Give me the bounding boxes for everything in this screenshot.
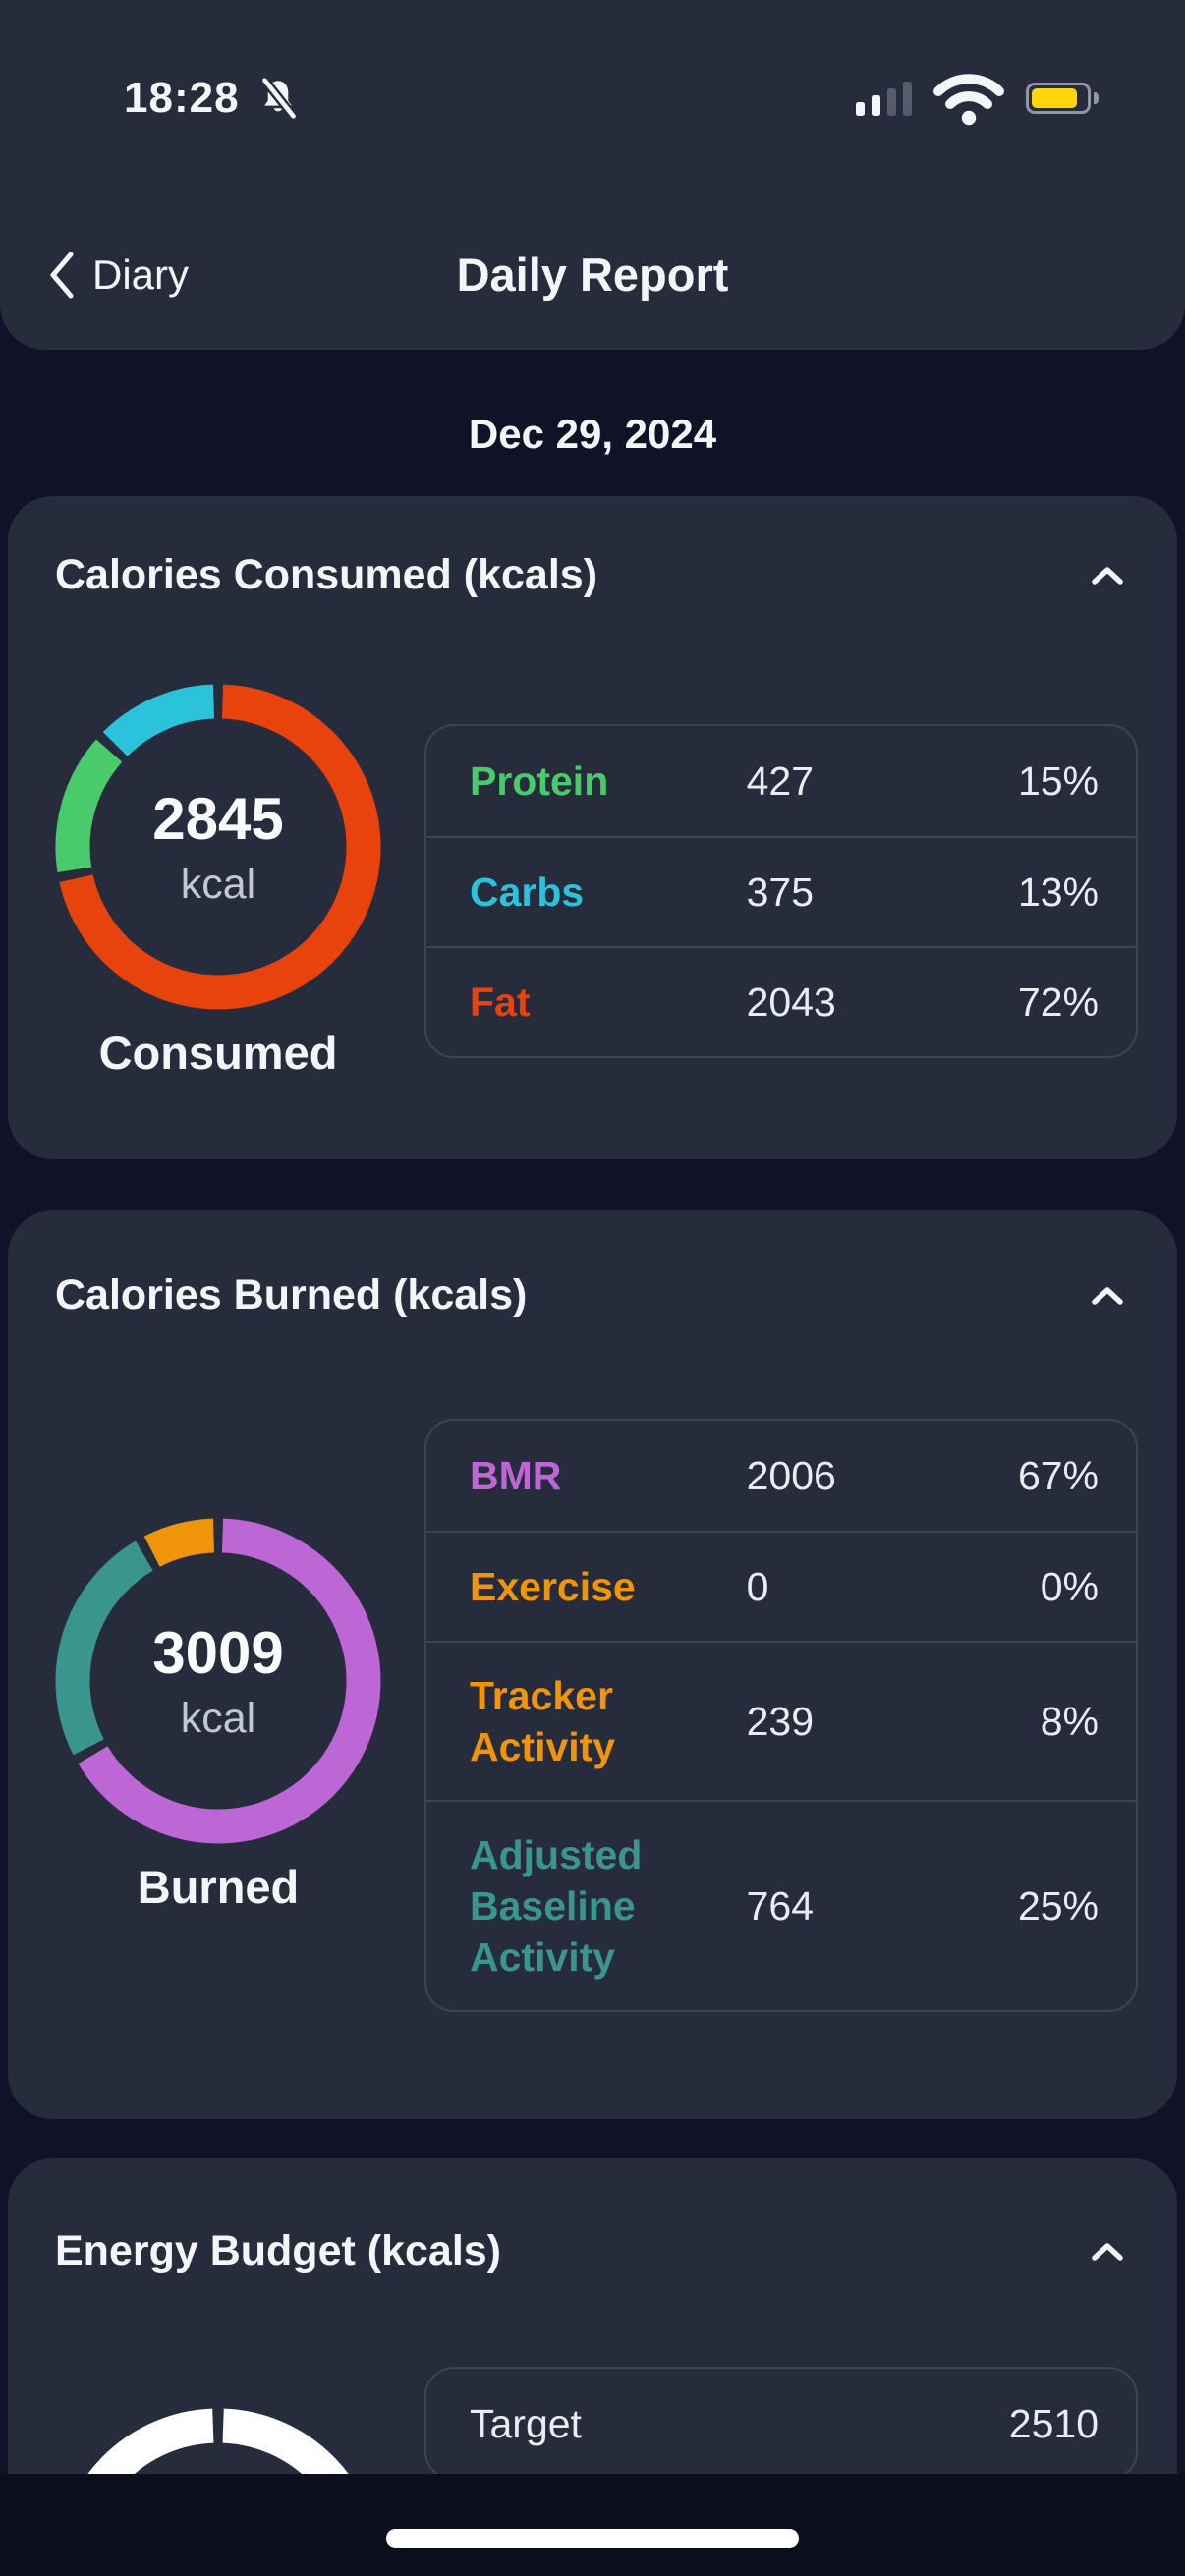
consumed-donut-column: 2845 kcal Consumed [29,680,407,1080]
notifications-muted-icon [258,76,299,121]
row-value-protein: 427 [746,757,815,804]
card-header-burned[interactable]: Calories Burned (kcals) [8,1210,1177,1319]
row-value-tracker-activity: 239 [746,1698,815,1744]
table-row-adjusted-baseline-activity: Adjusted Baseline Activity 764 25% [426,1800,1136,2010]
burned-total-value: 3009 [152,1620,284,1686]
status-right [856,71,1099,126]
row-pct-tracker-activity: 8% [1040,1698,1099,1744]
table-row-bmr: BMR 2006 67% [426,1421,1136,1531]
wifi-icon [933,74,1004,126]
card-title-consumed: Calories Consumed (kcals) [55,551,598,598]
cellular-signal-icon [856,81,912,116]
card-header-consumed[interactable]: Calories Consumed (kcals) [8,496,1177,599]
table-row-target: Target 2510 [426,2369,1136,2479]
chevron-up-icon[interactable] [1089,1284,1126,1308]
row-value-adjusted-baseline-activity: 764 [746,1882,815,1929]
row-value-target: 2510 [1008,2400,1099,2446]
row-label-adjusted-baseline-activity: Adjusted Baseline Activity [470,1832,643,1980]
row-value-exercise: 0 [746,1563,769,1609]
burned-donut-center: 3009 kcal [51,1514,385,1848]
chevron-up-icon[interactable] [1089,564,1126,588]
consumed-total-value: 2845 [152,786,284,852]
burned-donut-caption: Burned [137,1861,300,1913]
report-date: Dec 29, 2024 [468,411,717,457]
table-row-fat: Fat 2043 72% [426,946,1136,1056]
energy-table: Target 2510 [424,2367,1138,2481]
row-pct-carbs: 13% [1017,868,1099,915]
row-pct-protein: 15% [1017,757,1099,804]
card-content-burned: 3009 kcal Burned BMR 2006 67% Exercise 0… [8,1419,1177,2012]
card-content-consumed: 2845 kcal Consumed Protein 427 15% Carbs… [8,680,1177,1080]
card-calories-consumed: Calories Consumed (kcals) 2845 kcal Cons… [8,496,1177,1159]
consumed-table: Protein 427 15% Carbs 375 13% Fat 2043 7… [424,724,1138,1058]
consumed-donut-caption: Consumed [98,1027,338,1079]
table-row-carbs: Carbs 375 13% [426,836,1136,946]
battery-icon [1026,83,1099,114]
row-label-bmr: BMR [470,1453,562,1498]
burned-table: BMR 2006 67% Exercise 0 0% Tracker Activ… [424,1419,1138,2012]
battery-cap [1094,92,1099,104]
consumed-donut-chart: 2845 kcal [51,680,385,1014]
chevron-left-icon [50,252,74,299]
row-label-exercise: Exercise [470,1564,636,1609]
row-value-fat: 2043 [746,979,836,1025]
row-label-carbs: Carbs [470,869,585,915]
card-calories-burned: Calories Burned (kcals) 3009 kcal Burned… [8,1210,1177,2119]
card-title-burned: Calories Burned (kcals) [55,1271,528,1318]
row-label-tracker-activity: Tracker Activity [470,1673,616,1769]
row-label-target: Target [470,2401,582,2446]
card-header-energy[interactable]: Energy Budget (kcals) [8,2158,1177,2275]
row-pct-bmr: 67% [1017,1452,1099,1498]
burned-total-unit: kcal [180,1695,256,1742]
card-title-energy: Energy Budget (kcals) [55,2227,501,2274]
consumed-total-unit: kcal [180,861,256,908]
row-pct-fat: 72% [1017,979,1099,1025]
consumed-donut-center: 2845 kcal [51,680,385,1014]
table-row-protein: Protein 427 15% [426,726,1136,836]
table-row-exercise: Exercise 0 0% [426,1531,1136,1641]
row-value-bmr: 2006 [746,1452,836,1498]
burned-donut-column: 3009 kcal Burned [29,1514,407,1914]
row-pct-exercise: 0% [1040,1563,1099,1609]
row-label-fat: Fat [470,980,531,1025]
table-row-tracker-activity: Tracker Activity 239 8% [426,1641,1136,1800]
burned-donut-chart: 3009 kcal [51,1514,385,1848]
row-pct-adjusted-baseline-activity: 25% [1017,1882,1099,1929]
battery-outline [1026,83,1091,114]
status-bar: 18:28 [0,61,1185,136]
header-panel: 18:28 [0,0,1185,350]
status-time: 18:28 [124,74,240,122]
nav-bar: Diary Daily Report [0,244,1185,307]
status-left: 18:28 [124,74,301,123]
bottom-safe-area [0,2474,1185,2576]
row-label-protein: Protein [470,758,609,804]
battery-level-fill [1032,88,1077,108]
page-title: Daily Report [456,249,729,301]
back-label: Diary [92,252,190,298]
row-value-carbs: 375 [746,868,815,915]
back-button[interactable]: Diary [45,244,189,307]
home-indicator[interactable] [386,2529,799,2548]
chevron-up-icon[interactable] [1089,2240,1126,2264]
